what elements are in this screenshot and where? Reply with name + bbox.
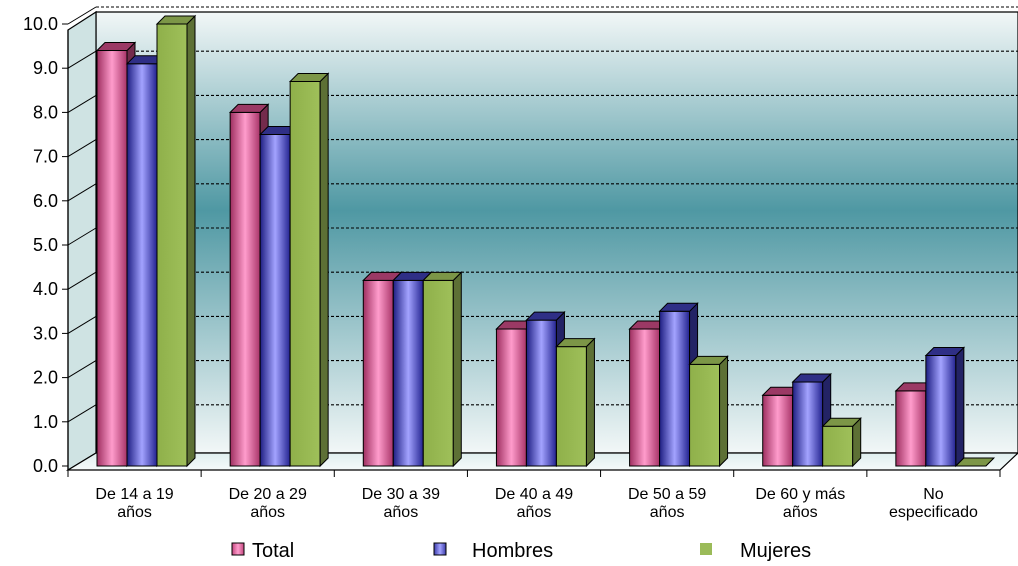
- bar-top: [954, 457, 996, 467]
- bar-front: [895, 390, 927, 467]
- y-tick-label: 3.0: [33, 323, 58, 343]
- y-tick-label: 1.0: [33, 412, 58, 432]
- bar-top: [228, 103, 270, 113]
- gridline-side: [67, 271, 97, 290]
- bar-mujeres: [688, 355, 729, 468]
- bar-front: [96, 50, 128, 467]
- y-tick-label: 4.0: [33, 279, 58, 299]
- x-tick-label: especificado: [889, 504, 978, 521]
- bar-front: [156, 23, 188, 467]
- bar-top: [555, 338, 596, 348]
- gridline-side: [67, 94, 97, 113]
- bar-top: [791, 373, 832, 383]
- bar-top: [525, 311, 566, 321]
- bar-front: [495, 328, 527, 467]
- bar-top: [288, 72, 330, 82]
- x-tick-label: De 30 a 39: [362, 486, 440, 503]
- x-tick-label: De 20 a 29: [229, 486, 307, 503]
- bar-mujeres: [288, 72, 330, 468]
- bar-front: [925, 355, 957, 467]
- bar-top: [422, 271, 463, 281]
- bar-top: [658, 302, 699, 312]
- bar-front: [289, 80, 321, 467]
- legend-label: Total: [252, 540, 294, 561]
- y-tick-label: 7.0: [33, 147, 58, 167]
- gridline-side: [67, 50, 97, 69]
- bar-top: [95, 42, 137, 52]
- bar-front: [422, 279, 454, 467]
- x-tick-label: No: [923, 486, 944, 503]
- legend-label: Hombres: [472, 540, 553, 561]
- bar-mujeres: [821, 417, 862, 468]
- x-tick-label: De 40 a 49: [495, 486, 573, 503]
- bar-hombres: [924, 346, 966, 468]
- y-tick-label: 0.0: [33, 456, 58, 476]
- x-tick-label: años: [117, 504, 152, 521]
- x-tick-label: años: [517, 504, 552, 521]
- x-tick-label: De 14 a 19: [95, 486, 173, 503]
- x-tick-label: De 50 a 59: [628, 486, 706, 503]
- bars: [95, 14, 996, 468]
- bar-front: [126, 63, 158, 467]
- y-axis: 0.0 1.0 2.0 3.0 4.0 5.0 6.0 7.0 8.0 9.0 10.0: [23, 14, 69, 476]
- gridline-side: [67, 360, 97, 379]
- bar-front: [762, 394, 794, 467]
- bar-mujeres: [555, 337, 596, 468]
- y-tick-label: 9.0: [33, 58, 58, 78]
- bar-mujeres: [422, 271, 463, 468]
- bar-side: [719, 355, 729, 468]
- bar-front: [362, 279, 394, 467]
- y-tick-label: 5.0: [33, 235, 58, 255]
- bar-top: [821, 417, 862, 427]
- bar-front: [659, 310, 691, 467]
- legend-swatch: [700, 543, 712, 555]
- gridline-side: [67, 404, 97, 423]
- y-tick-label: 2.0: [33, 368, 58, 388]
- y-tick-label: 8.0: [33, 102, 58, 122]
- bar-side: [186, 14, 196, 468]
- bar-side: [955, 346, 965, 468]
- bar-front: [629, 328, 661, 467]
- x-tick-label: años: [250, 504, 285, 521]
- x-tick-label: De 60 y más: [755, 486, 845, 503]
- bar-mujeres: [155, 14, 197, 468]
- gridline-side: [67, 227, 97, 246]
- y-tick-label: 10.0: [23, 14, 58, 34]
- bar-side: [585, 337, 595, 468]
- legend-item-mujeres: Mujeres: [700, 540, 811, 562]
- gridline-side: [67, 183, 97, 202]
- x-tick-label: años: [783, 504, 818, 521]
- gridline-side: [67, 315, 97, 334]
- bar-front: [259, 134, 291, 467]
- legend-swatch: [433, 542, 447, 556]
- bar-front: [792, 381, 824, 467]
- bar-top: [155, 15, 197, 25]
- bar-front: [555, 346, 587, 467]
- legend-swatch: [231, 542, 245, 556]
- bar-side: [319, 72, 329, 468]
- bar-front: [525, 319, 557, 467]
- bar-top: [688, 355, 729, 365]
- legend-item-total: Total: [231, 540, 294, 562]
- legend-item-hombres: Hombres: [433, 540, 553, 562]
- bar-top: [924, 347, 966, 356]
- x-tick-label: años: [650, 504, 685, 521]
- bar-front: [392, 279, 424, 467]
- bar-mujeres: [954, 457, 996, 467]
- gridline-side: [67, 139, 97, 158]
- legend: Total Hombres Mujeres: [231, 540, 811, 562]
- legend-label: Mujeres: [740, 540, 811, 561]
- y-tick-label: 6.0: [33, 191, 58, 211]
- bar-front: [689, 363, 721, 467]
- bar-front: [229, 111, 261, 467]
- bar-side: [452, 271, 462, 468]
- side-wall: [67, 10, 97, 472]
- gridline-side: [67, 6, 97, 25]
- x-tick-label: años: [384, 504, 419, 521]
- bar-front: [822, 425, 854, 467]
